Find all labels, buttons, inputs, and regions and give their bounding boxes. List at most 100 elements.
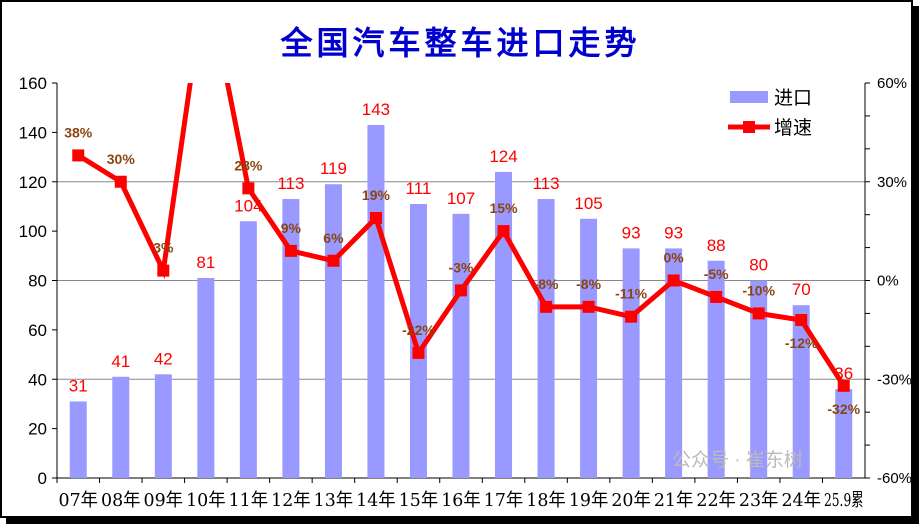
growth-label: -5%	[704, 266, 729, 282]
bar-value-label: 88	[707, 236, 726, 255]
left-tick-label: 40	[28, 370, 47, 389]
left-tick-label: 20	[28, 420, 47, 439]
growth-marker	[455, 284, 467, 297]
bar-value-label: 124	[489, 147, 517, 166]
left-tick-label: 100	[19, 222, 47, 241]
x-tick-label: 19年	[569, 490, 609, 511]
bar-value-label: 41	[111, 352, 130, 371]
growth-label: 3%	[153, 240, 174, 256]
growth-label: 38%	[64, 124, 93, 140]
bar	[409, 203, 427, 478]
growth-marker	[369, 211, 382, 224]
growth-label: 0%	[664, 250, 685, 266]
x-tick-label: 25.9累	[824, 490, 864, 511]
bar	[580, 218, 598, 478]
growth-label: -12%	[785, 335, 818, 351]
bar	[665, 248, 683, 478]
growth-label: -3%	[449, 259, 474, 275]
growth-marker	[795, 314, 808, 326]
bar	[495, 171, 513, 478]
bar-value-label: 93	[664, 223, 683, 242]
right-tick-label: 60%	[877, 75, 907, 92]
legend-line-label: 增速	[774, 117, 812, 139]
growth-label: 15%	[490, 200, 519, 216]
x-tick-label: 09年	[144, 490, 184, 511]
bar-value-label: 113	[277, 174, 304, 193]
growth-marker	[710, 290, 723, 303]
growth-label: -8%	[576, 276, 601, 292]
bar	[707, 260, 725, 478]
bar	[282, 199, 300, 478]
growth-label: -10%	[742, 282, 775, 298]
bar	[452, 213, 470, 478]
growth-marker	[157, 264, 170, 277]
bar-value-label: 93	[622, 223, 641, 242]
bar-value-label: 31	[69, 376, 88, 395]
growth-label: -22%	[402, 322, 435, 338]
x-tick-label: 18年	[526, 490, 566, 511]
left-tick-label: 120	[19, 173, 47, 192]
x-tick-label: 24年	[781, 490, 821, 511]
growth-marker	[284, 244, 297, 257]
growth-marker	[72, 149, 85, 162]
legend-bar-swatch	[730, 91, 768, 103]
bar	[239, 221, 257, 478]
legend-line-marker	[743, 121, 755, 133]
x-tick-label: 14年	[356, 490, 396, 511]
left-tick-label: 0	[38, 469, 47, 488]
growth-marker	[582, 300, 595, 313]
bar-value-label: 80	[749, 256, 768, 275]
growth-label: 28%	[234, 157, 263, 173]
bar-value-label: 143	[362, 100, 390, 119]
growth-marker	[412, 346, 425, 359]
bar-value-label: 111	[406, 179, 432, 198]
right-tick-label: 0%	[877, 273, 899, 290]
x-tick-label: 07年	[59, 490, 99, 511]
left-tick-label: 160	[19, 74, 47, 93]
growth-label: 6%	[323, 230, 344, 246]
left-tick-label: 140	[19, 123, 47, 142]
bar-value-label: 42	[154, 349, 173, 368]
bar-value-label: 70	[792, 280, 811, 299]
bar	[537, 199, 555, 478]
x-tick-label: 22年	[696, 490, 736, 511]
growth-marker	[625, 310, 638, 323]
growth-marker	[114, 175, 127, 188]
right-tick-label: -30%	[877, 371, 912, 388]
growth-label: 19%	[362, 187, 391, 203]
growth-marker	[497, 225, 510, 238]
growth-label: 30%	[107, 151, 136, 167]
growth-label: -11%	[615, 286, 647, 302]
bar-value-label: 107	[447, 189, 475, 208]
chart-title: 全国汽车整车进口走势	[280, 24, 641, 62]
bar-value-label: 81	[196, 253, 215, 272]
bar	[197, 278, 215, 478]
x-tick-label: 20年	[611, 490, 651, 511]
bar	[835, 389, 853, 478]
growth-label: 9%	[281, 220, 302, 236]
x-tick-label: 21年	[654, 490, 694, 511]
x-tick-label: 15年	[399, 490, 439, 511]
bar-value-label: 119	[320, 159, 347, 178]
growth-marker	[837, 379, 850, 392]
x-tick-label: 12年	[271, 490, 311, 511]
x-tick-label: 08年	[101, 490, 141, 511]
bar	[154, 374, 172, 478]
right-tick-label: 30%	[877, 174, 907, 191]
bar	[750, 280, 768, 478]
x-tick-label: 13年	[314, 490, 354, 511]
growth-label: -32%	[827, 401, 860, 417]
growth-marker	[667, 274, 680, 287]
left-tick-label: 60	[28, 321, 47, 340]
bar	[792, 305, 810, 478]
growth-marker	[752, 307, 765, 320]
left-tick-label: 80	[28, 272, 47, 291]
bar-value-label: 105	[574, 194, 602, 213]
growth-marker	[327, 254, 340, 267]
x-tick-label: 10年	[186, 490, 226, 511]
growth-marker	[242, 182, 255, 195]
bar-value-label: 113	[532, 174, 559, 193]
bar	[112, 376, 130, 478]
bar	[69, 401, 87, 478]
